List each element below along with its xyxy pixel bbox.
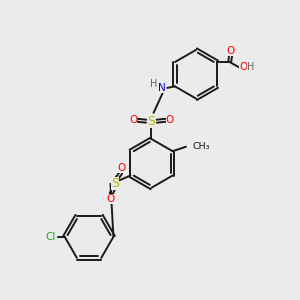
Text: O: O xyxy=(227,46,235,56)
Text: O: O xyxy=(106,194,115,204)
Text: O: O xyxy=(239,62,247,72)
Text: H: H xyxy=(150,79,158,89)
Text: S: S xyxy=(111,177,119,190)
Text: N: N xyxy=(158,83,166,93)
Text: O: O xyxy=(166,115,174,125)
Text: Cl: Cl xyxy=(46,232,56,242)
Text: CH₃: CH₃ xyxy=(193,142,210,151)
Text: O: O xyxy=(117,163,126,172)
Text: H: H xyxy=(248,62,255,72)
Text: S: S xyxy=(148,115,155,128)
Text: O: O xyxy=(129,115,137,125)
